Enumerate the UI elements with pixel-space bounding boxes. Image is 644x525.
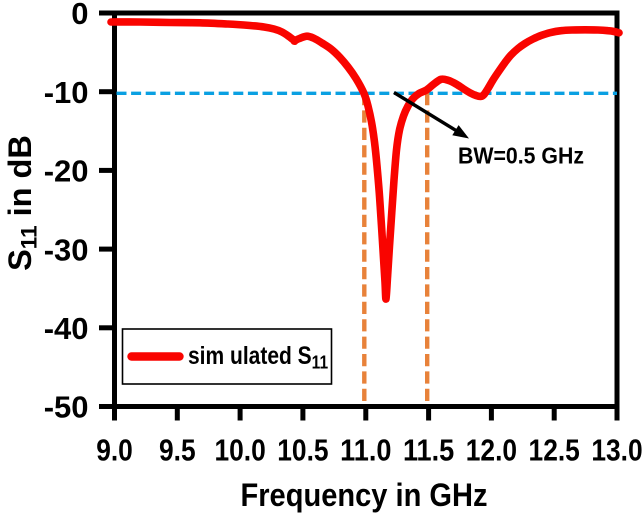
svg-text:11.0: 11.0	[340, 433, 391, 468]
svg-text:11.5: 11.5	[403, 433, 454, 468]
svg-text:-50: -50	[44, 390, 89, 425]
svg-text:S11 in dB: S11 in dB	[2, 135, 42, 271]
svg-text:-30: -30	[44, 232, 89, 267]
svg-text:10.5: 10.5	[277, 433, 328, 468]
svg-text:-40: -40	[44, 311, 89, 346]
svg-text:-10: -10	[44, 75, 89, 110]
svg-text:sim ulated S11: sim ulated S11	[188, 341, 329, 373]
svg-text:10.0: 10.0	[214, 433, 265, 468]
svg-text:9.5: 9.5	[159, 433, 196, 468]
svg-text:9.0: 9.0	[96, 433, 133, 468]
svg-text:BW=0.5 GHz: BW=0.5 GHz	[458, 143, 584, 169]
svg-text:12.5: 12.5	[529, 433, 580, 468]
svg-text:12.0: 12.0	[466, 433, 517, 468]
svg-text:Frequency in GHz: Frequency in GHz	[241, 477, 488, 513]
svg-text:0: 0	[71, 0, 88, 31]
svg-text:-20: -20	[44, 154, 89, 189]
svg-text:13.0: 13.0	[591, 433, 642, 468]
